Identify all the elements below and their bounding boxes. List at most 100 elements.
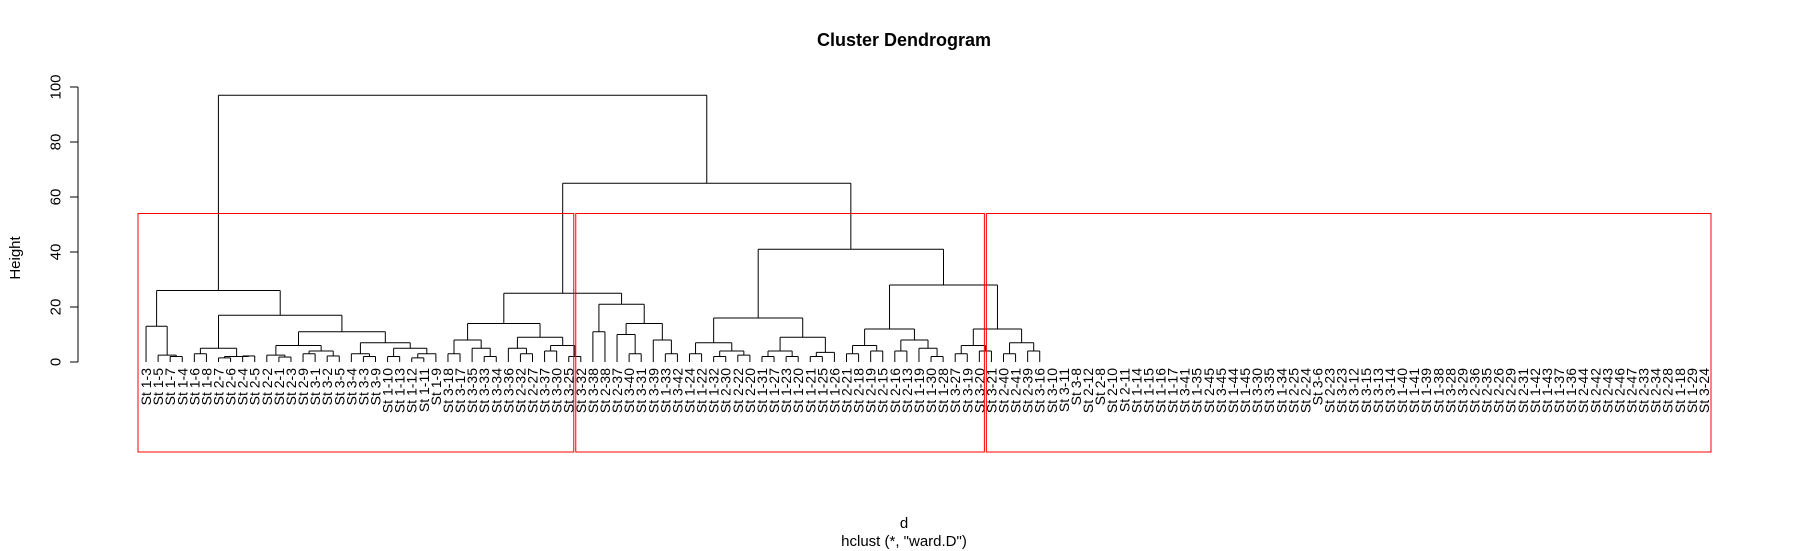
- leaf-label: St 1-37: [1551, 368, 1567, 413]
- leaf-label: St 1-44: [1225, 368, 1241, 413]
- leaf-label: St 3-19: [959, 368, 975, 413]
- chart-title: Cluster Dendrogram: [817, 30, 991, 50]
- leaf-label: St 2-36: [1467, 368, 1483, 413]
- leaf-label: St 2-7: [211, 368, 227, 406]
- cluster-rectangle: [137, 213, 575, 453]
- y-tick-label: 40: [48, 244, 65, 261]
- leaf-label: St 1-12: [404, 368, 420, 413]
- leaf-label: St 1-27: [766, 368, 782, 413]
- leaf-label: St 2-30: [718, 368, 734, 413]
- leaf-label: St 1-3: [138, 368, 154, 406]
- leaf-label: St 1-39: [1418, 368, 1434, 413]
- leaf-label: St 1-18: [1672, 368, 1688, 413]
- leaf-label: St 2-1: [271, 368, 287, 406]
- leaf-label: St 3-40: [621, 368, 637, 413]
- leaf-labels: St 1-3St 1-5St 1-7St 1-4St 1-6St 1-8St 2…: [138, 368, 1712, 413]
- leaf-label: St 2-43: [1599, 368, 1615, 413]
- leaf-label: St 2-28: [1660, 368, 1676, 413]
- leaf-label: St 1-8: [198, 368, 214, 406]
- leaf-label: St 3-33: [476, 368, 492, 413]
- leaf-label: St 3-17: [452, 368, 468, 413]
- leaf-label: St 3-18: [440, 368, 456, 413]
- leaf-label: St 2-11: [1116, 368, 1132, 412]
- y-tick-label: 60: [48, 189, 65, 206]
- leaf-label: St 2-21: [839, 368, 855, 413]
- leaf-label: St 2-35: [1479, 368, 1495, 413]
- leaf-label: St 1-28: [935, 368, 951, 413]
- x-axis-sublabel: hclust (*, "ward.D"): [841, 533, 967, 550]
- leaf-label: St 2-47: [1624, 368, 1640, 413]
- leaf-label: St 3-36: [500, 368, 516, 413]
- dendrogram-branches: [145, 94, 1041, 362]
- leaf-label: St 3-15: [1358, 368, 1374, 413]
- leaf-label: St 1-40: [1394, 368, 1410, 413]
- leaf-label: St 3-12: [1346, 368, 1362, 413]
- cluster-rectangle: [575, 213, 985, 453]
- leaf-label: St 3-31: [633, 368, 649, 413]
- leaf-label: St 3-41: [1177, 368, 1193, 413]
- leaf-label: St 1-22: [694, 368, 710, 413]
- leaf-label: St 3-37: [537, 368, 553, 413]
- leaf-label: St 2-5: [247, 368, 263, 406]
- leaf-label: St 3-38: [585, 368, 601, 413]
- y-tick-label: 0: [48, 358, 65, 366]
- leaf-label: St 3-29: [1454, 368, 1470, 413]
- cluster-rectangle: [985, 213, 1712, 453]
- leaf-label: St 3-30: [549, 368, 565, 413]
- leaf-label: St 2-29: [1503, 368, 1519, 413]
- leaf-label: St 1-5: [150, 368, 166, 406]
- leaf-label: St 2-26: [1491, 368, 1507, 413]
- leaf-label: St 1-31: [754, 368, 770, 413]
- leaf-label: St 3-32: [573, 368, 589, 413]
- leaf-label: St 1-32: [706, 368, 722, 413]
- leaf-label: St 2-32: [512, 368, 528, 413]
- leaf-label: St 1-25: [814, 368, 830, 413]
- leaf-label: St 2-41: [1008, 368, 1024, 413]
- leaf-label: St 3-45: [1213, 368, 1229, 413]
- leaf-label: St 3-5: [331, 368, 347, 406]
- leaf-label: St 1-29: [1684, 368, 1700, 413]
- leaf-label: St 1-10: [380, 368, 396, 413]
- leaf-label: St 1-33: [657, 368, 673, 413]
- leaf-label: St 2-9: [295, 368, 311, 406]
- leaf-label: St 3-27: [947, 368, 963, 413]
- leaf-label: St 3-11: [1056, 368, 1072, 412]
- leaf-label: St 1-23: [778, 368, 794, 413]
- leaf-label: St 1-26: [826, 368, 842, 413]
- leaf-label: St 2-19: [863, 368, 879, 413]
- leaf-label: St 1-19: [911, 368, 927, 413]
- leaf-label: St 1-41: [1406, 368, 1422, 413]
- cluster-rectangles: [137, 213, 1712, 453]
- leaf-label: St 2-33: [1636, 368, 1652, 413]
- leaf-label: St 2-37: [609, 368, 625, 413]
- leaf-label: St 1-4: [174, 368, 190, 406]
- leaf-label: St 2-39: [1020, 368, 1036, 413]
- leaf-label: St 2-40: [996, 368, 1012, 413]
- leaf-label: St 3-3: [355, 368, 371, 406]
- leaf-label: St 1-7: [162, 368, 178, 406]
- leaf-label: St 3-21: [983, 368, 999, 413]
- leaf-label: St 1-13: [392, 368, 408, 413]
- leaf-label: St 3-23: [1334, 368, 1350, 413]
- leaf-label: St 2-25: [1285, 368, 1301, 413]
- leaf-label: St 1-11: [416, 368, 432, 412]
- leaf-label: St 1-43: [1539, 368, 1555, 413]
- leaf-label: St 1-36: [1563, 368, 1579, 413]
- leaf-label: St 2-45: [1201, 368, 1217, 413]
- y-tick-label: 100: [48, 74, 65, 99]
- leaf-label: St 3-39: [645, 368, 661, 413]
- leaf-label: St 3-28: [1442, 368, 1458, 413]
- leaf-label: St 2-46: [1611, 368, 1627, 413]
- leaf-label: St 1-17: [1165, 368, 1181, 413]
- leaf-label: St 1-38: [1430, 368, 1446, 413]
- leaf-label: St 3-10: [1044, 368, 1060, 413]
- leaf-label: St 2-2: [259, 368, 275, 406]
- leaf-label: St 1-9: [428, 368, 444, 406]
- leaf-label: St 3-9: [368, 368, 384, 406]
- leaf-label: St 1-24: [682, 368, 698, 413]
- leaf-label: St 2-6: [223, 368, 239, 406]
- leaf-label: St 3-34: [488, 368, 504, 413]
- leaf-label: St 2-22: [730, 368, 746, 413]
- leaf-label: St 2-18: [851, 368, 867, 413]
